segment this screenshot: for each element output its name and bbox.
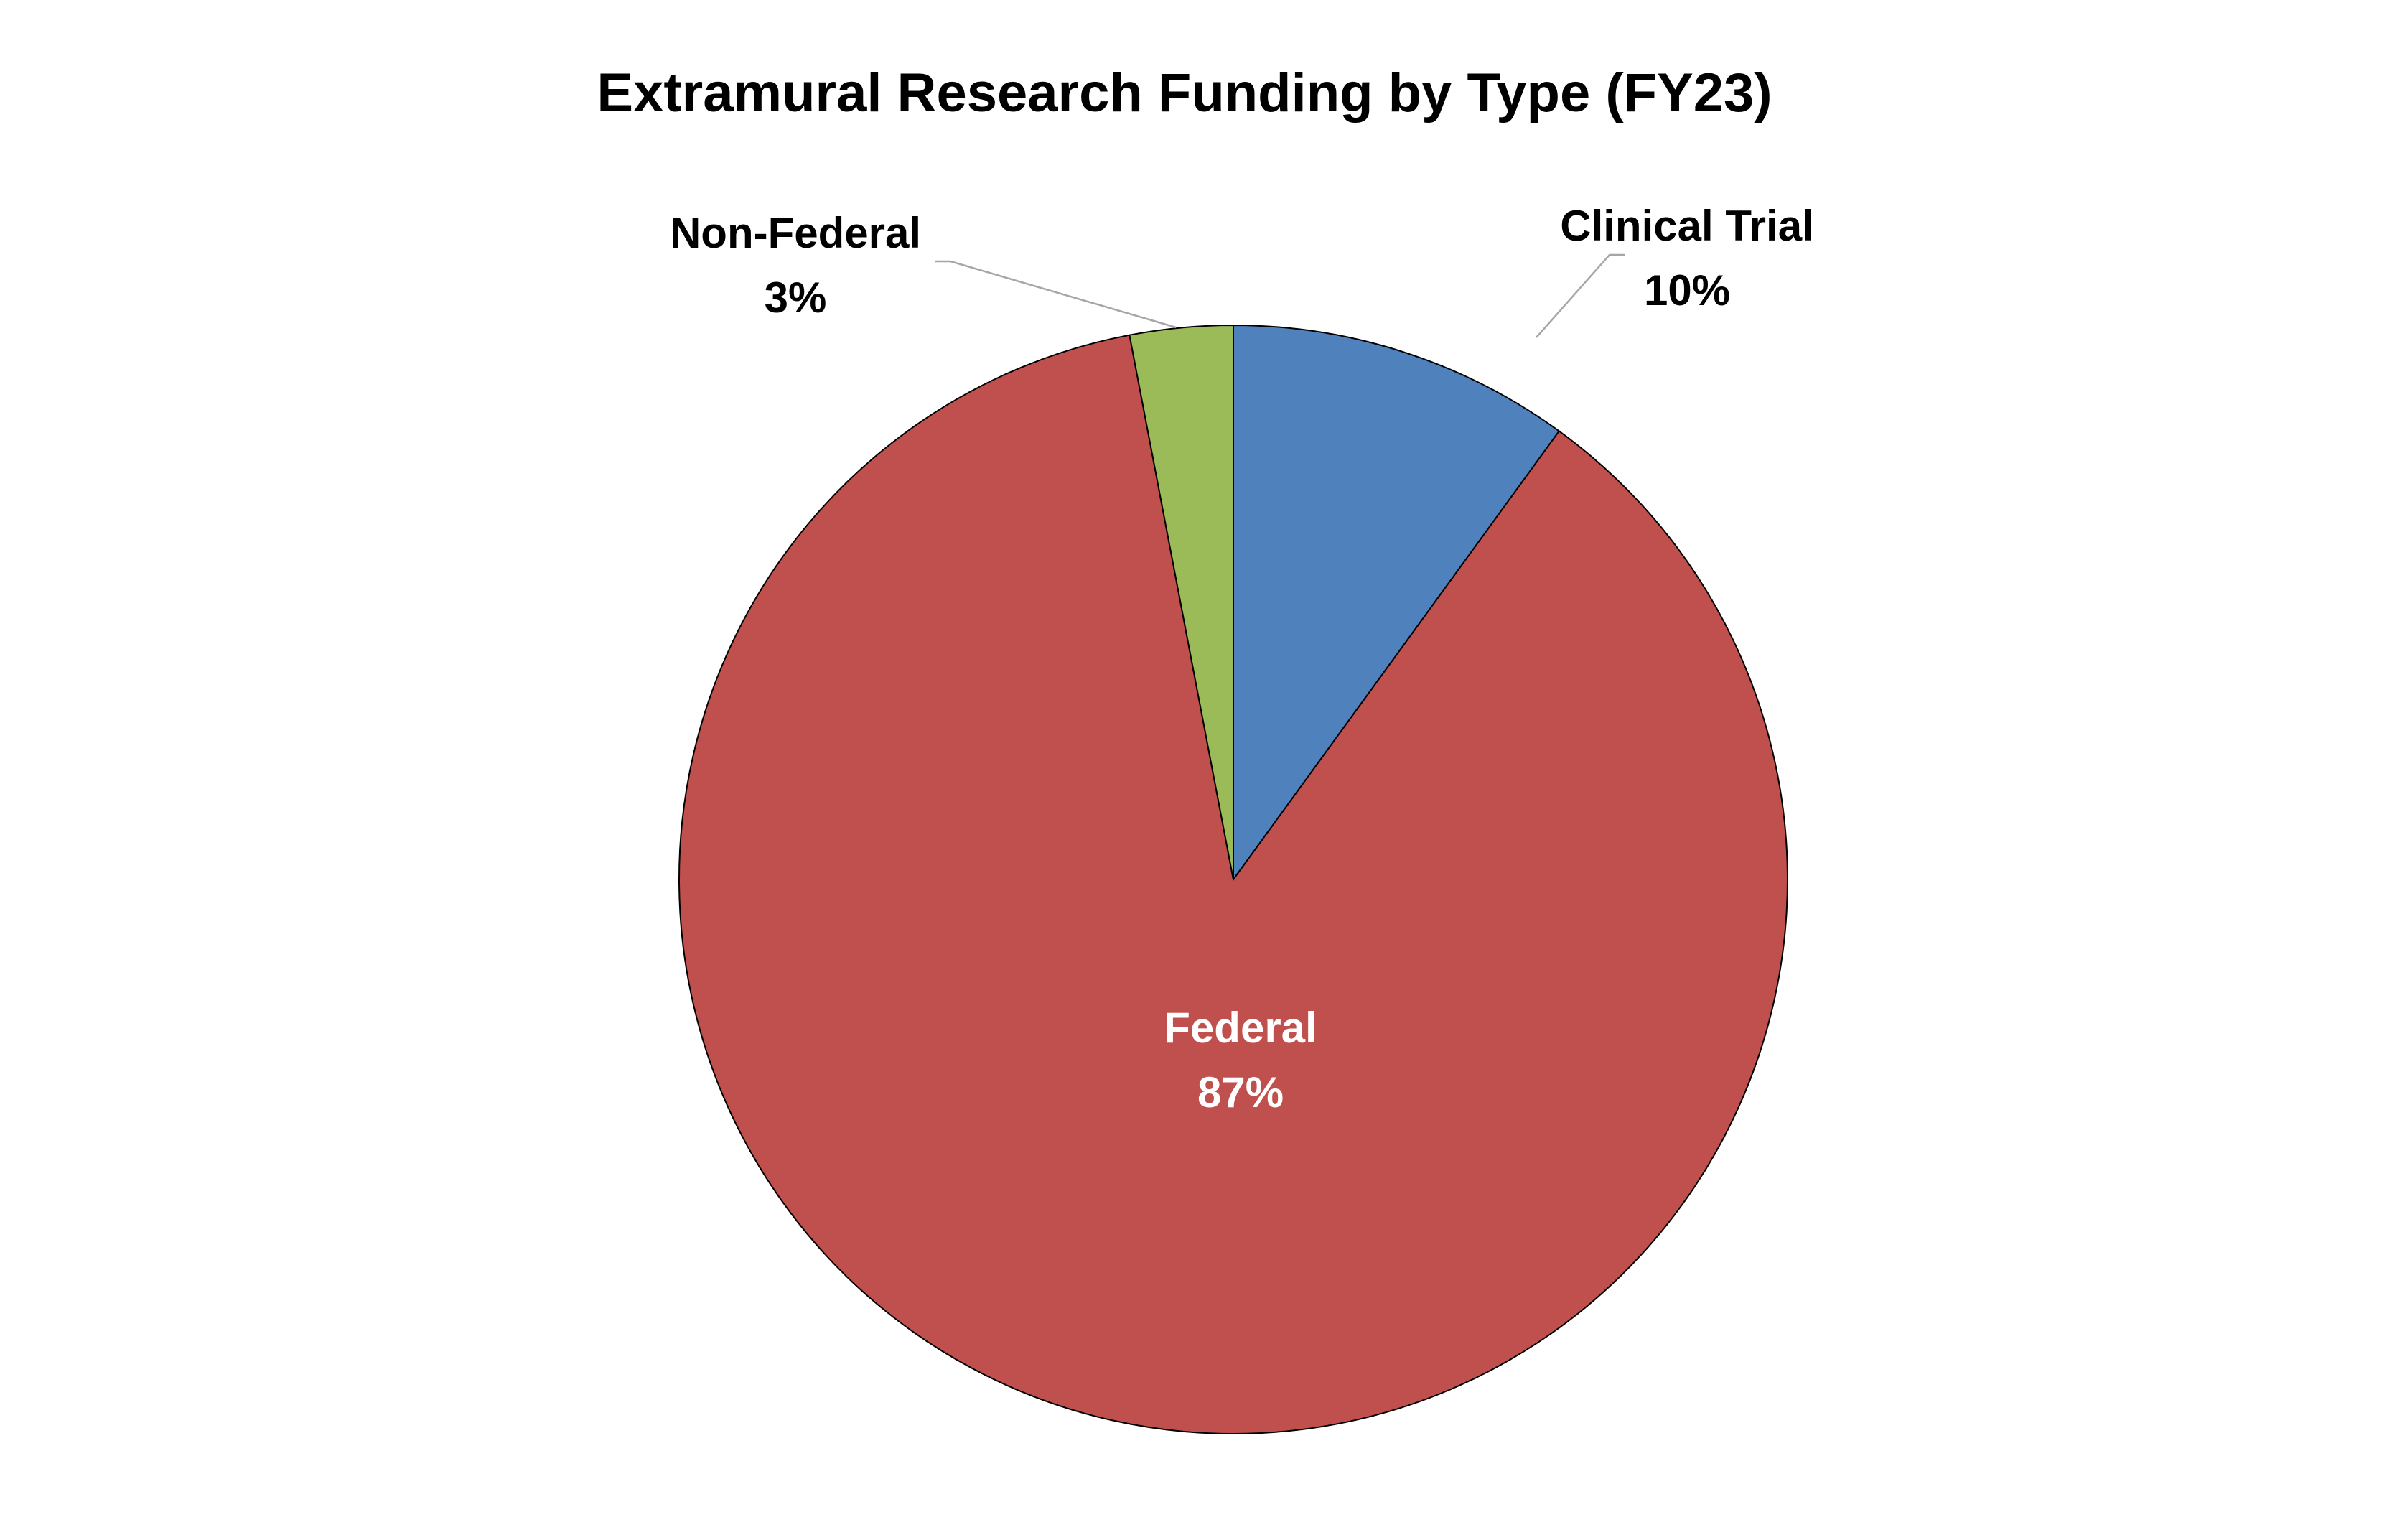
slice-labels: Clinical Trial 10% Federal 87% Non-Federal 3% [670, 202, 1814, 1116]
slice-federal [678, 334, 1788, 1434]
leader-line-non-federal [935, 260, 1177, 329]
slice-clinical-trial [1233, 324, 1561, 882]
slice-label-value-non-federal: 3% [765, 274, 827, 322]
slice-label-value-clinical-trial: 10% [1644, 266, 1730, 314]
slice-label-name-non-federal: Non-Federal [670, 209, 921, 257]
slice-label-name-clinical-trial: Clinical Trial [1560, 202, 1813, 250]
chart-title: Extramural Research Funding by Type (FY2… [597, 62, 1772, 123]
slice-non-federal [1129, 324, 1234, 880]
pie-slices [678, 324, 1788, 1434]
slice-label-name-federal: Federal [1164, 1004, 1317, 1052]
leader-lines [935, 253, 1625, 338]
leader-line-clinical-trial [1536, 253, 1625, 338]
slice-label-value-federal: 87% [1197, 1068, 1284, 1116]
